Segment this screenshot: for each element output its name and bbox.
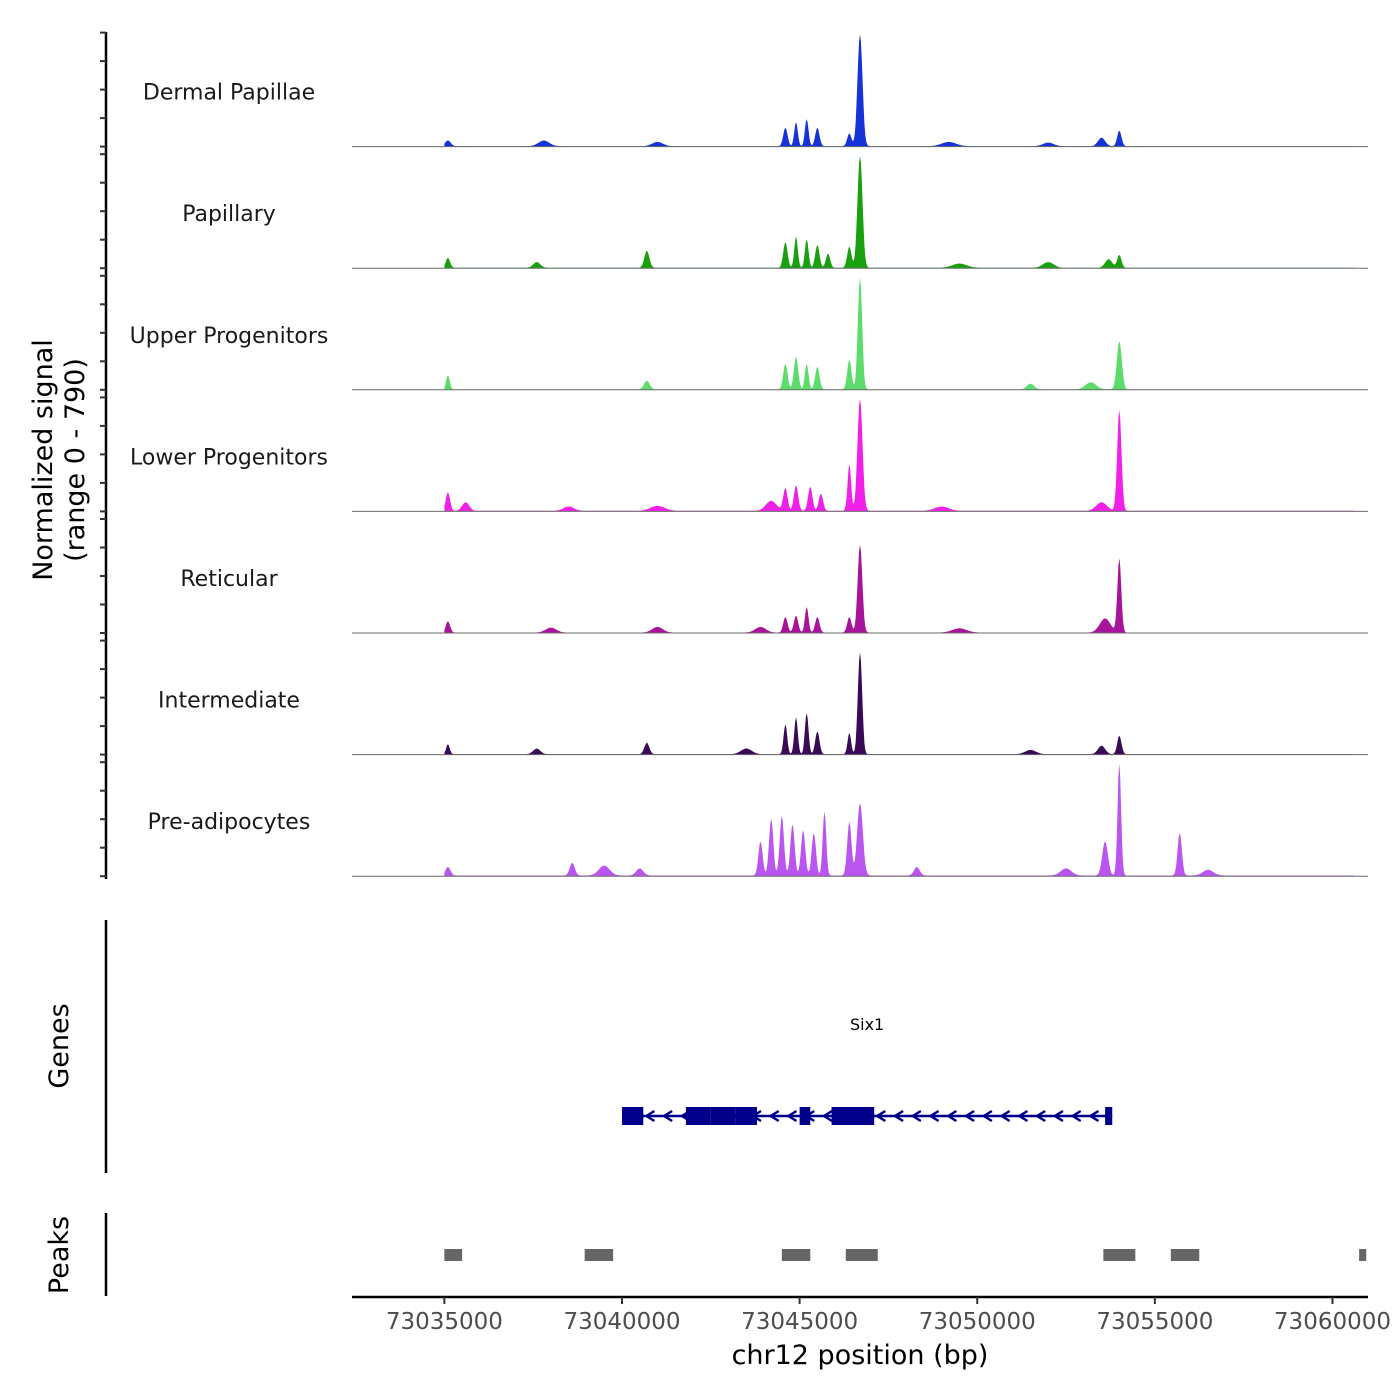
x-axis: 73035000 73040000 73045000 73050000 73055000… (352, 1295, 1391, 1371)
track-papillary: Papillary (182, 155, 1368, 269)
gene-exon (1105, 1107, 1113, 1125)
gene-six1: Six1 (621, 1015, 1113, 1125)
x-tick-label: 73040000 (563, 1309, 680, 1335)
track-dermal-papillae: Dermal Papillae (143, 34, 1368, 148)
peak-region (1170, 1249, 1200, 1261)
track-pre-adipocytes: Pre-adipocytes (148, 763, 1368, 877)
peaks-axis-title: Peaks (44, 1216, 75, 1294)
x-tick-label: 73035000 (386, 1309, 503, 1335)
peak-region (1359, 1249, 1367, 1261)
strand-arrow (892, 1109, 904, 1123)
strand-arrow (1052, 1109, 1064, 1123)
gene-exon (799, 1107, 811, 1125)
gene-name: Six1 (850, 1015, 884, 1034)
gene-exon (710, 1107, 736, 1125)
coverage-area (444, 155, 1354, 269)
strand-arrow (661, 1109, 673, 1123)
track-reticular: Reticular (180, 544, 1368, 634)
x-axis-title: chr12 position (bp) (732, 1340, 989, 1371)
peak-region (1103, 1249, 1136, 1261)
coverage-tracks: Dermal Papillae Papillary Upper Progenitor… (130, 34, 1368, 877)
gene-exon (685, 1107, 711, 1125)
strand-arrow (981, 1109, 993, 1123)
strand-arrow (946, 1109, 958, 1123)
track-label: Upper Progenitors (130, 324, 329, 349)
signal-y-ticks (100, 31, 106, 878)
strand-arrow (910, 1109, 922, 1123)
peak-region (781, 1249, 811, 1261)
track-label: Reticular (180, 567, 278, 592)
strand-arrow (1070, 1109, 1082, 1123)
strand-arrow (1088, 1109, 1100, 1123)
strand-arrow (644, 1109, 656, 1123)
coverage-area (444, 398, 1354, 512)
x-tick-label: 73060000 (1274, 1309, 1391, 1335)
peak-region (845, 1249, 878, 1261)
track-label: Intermediate (158, 689, 300, 714)
coverage-area (444, 34, 1354, 147)
x-tick-label: 73055000 (1096, 1309, 1213, 1335)
peaks-panel: Peaks (44, 1213, 1367, 1296)
strand-arrow (963, 1109, 975, 1123)
strand-arrow (1034, 1109, 1046, 1123)
strand-arrow (874, 1109, 886, 1123)
x-axis-ticks: 73035000 73040000 73045000 73050000 73055000… (386, 1297, 1391, 1335)
genes-panel: Genes Six1 (44, 920, 1113, 1173)
track-label: Papillary (182, 202, 276, 227)
y-axis-subtitle: (range 0 - 790) (60, 358, 91, 562)
coverage-area (444, 544, 1354, 633)
strand-arrow (768, 1109, 780, 1123)
track-label: Pre-adipocytes (148, 810, 311, 835)
track-lower-progenitors: Lower Progenitors (130, 398, 1368, 512)
peak-region (584, 1249, 614, 1261)
peak-regions (444, 1249, 1367, 1261)
strand-arrow (1017, 1109, 1029, 1123)
gene-exon (735, 1107, 757, 1125)
genes-axis-title: Genes (44, 1003, 75, 1088)
track-intermediate: Intermediate (158, 652, 1368, 756)
track-label: Dermal Papillae (143, 81, 315, 106)
coverage-area (444, 763, 1354, 877)
strand-arrow (999, 1109, 1011, 1123)
track-upper-progenitors: Upper Progenitors (130, 277, 1368, 391)
gene-models: Six1 (621, 1015, 1113, 1125)
strand-arrow (786, 1109, 798, 1123)
x-tick-label: 73050000 (919, 1309, 1036, 1335)
coverage-panel: Normalized signal (range 0 - 790) Dermal… (28, 31, 1368, 879)
peak-region (444, 1249, 463, 1261)
coverage-area (444, 652, 1354, 755)
track-label: Lower Progenitors (130, 445, 328, 470)
strand-arrow (928, 1109, 940, 1123)
strand-arrow (821, 1109, 833, 1123)
y-axis-title: Normalized signal (28, 339, 59, 581)
coverage-area (444, 277, 1354, 390)
gene-exon (831, 1107, 875, 1125)
gene-exon (621, 1107, 644, 1125)
x-tick-label: 73045000 (741, 1309, 858, 1335)
